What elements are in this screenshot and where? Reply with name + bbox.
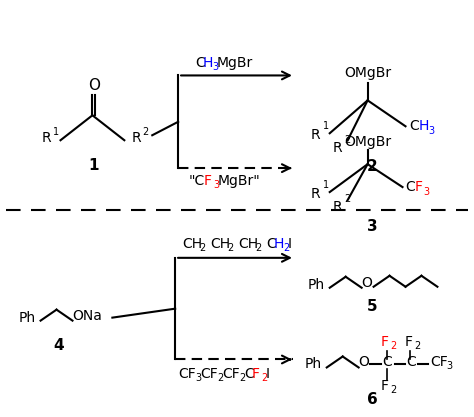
Text: 1: 1 [88, 158, 99, 173]
Text: CF: CF [430, 355, 448, 369]
Text: 2: 2 [345, 135, 351, 145]
Text: 1: 1 [323, 180, 329, 190]
Text: MgBr": MgBr" [218, 174, 261, 188]
Text: C: C [405, 180, 415, 194]
Text: CH: CH [182, 237, 202, 251]
Text: R: R [311, 128, 320, 142]
Text: 1: 1 [53, 127, 59, 137]
Text: C: C [410, 119, 419, 133]
Text: 2: 2 [227, 243, 233, 253]
Text: 6: 6 [367, 392, 378, 407]
Text: F: F [381, 379, 389, 393]
Text: CF: CF [200, 367, 218, 382]
Text: C: C [266, 237, 276, 251]
Text: Ph: Ph [305, 357, 322, 372]
Text: R: R [131, 131, 141, 145]
Text: H: H [203, 56, 213, 70]
Text: 3: 3 [212, 63, 218, 73]
Text: 3: 3 [367, 219, 378, 234]
Text: MgBr: MgBr [217, 56, 253, 70]
Text: 3: 3 [423, 187, 429, 197]
Text: 5: 5 [367, 299, 378, 314]
Text: 2: 2 [255, 243, 261, 253]
Text: I: I [266, 367, 270, 382]
Text: R: R [311, 187, 320, 201]
Text: O: O [88, 78, 100, 93]
Text: 2: 2 [345, 194, 351, 204]
Text: 2: 2 [414, 341, 421, 351]
Text: Ph: Ph [18, 311, 36, 325]
Text: 2: 2 [261, 374, 267, 384]
Text: F: F [204, 174, 212, 188]
Text: F: F [404, 334, 412, 349]
Text: CF: CF [222, 367, 240, 382]
Text: CF: CF [178, 367, 196, 382]
Text: 2: 2 [391, 385, 397, 395]
Text: 2: 2 [367, 158, 378, 173]
Text: CH: CH [238, 237, 258, 251]
Text: R: R [333, 200, 343, 214]
Text: C: C [195, 56, 205, 70]
Text: H: H [419, 119, 429, 133]
Text: ONa: ONa [73, 309, 102, 323]
Text: C: C [244, 367, 254, 382]
Text: F: F [381, 334, 389, 349]
Text: CH: CH [210, 237, 230, 251]
Text: 2: 2 [391, 341, 397, 351]
Text: 2: 2 [142, 127, 148, 137]
Text: O: O [362, 276, 373, 290]
Text: C: C [383, 355, 392, 369]
Text: R: R [42, 131, 51, 145]
Text: OMgBr: OMgBr [344, 66, 391, 80]
Text: C: C [407, 355, 416, 369]
Text: F: F [414, 180, 422, 194]
Text: 3: 3 [195, 374, 201, 384]
Text: 2: 2 [239, 374, 245, 384]
Text: R: R [333, 141, 343, 155]
Text: 2: 2 [283, 243, 289, 253]
Text: H: H [274, 237, 284, 251]
Text: 3: 3 [213, 180, 219, 190]
Text: OMgBr: OMgBr [344, 135, 391, 149]
Text: 2: 2 [217, 374, 223, 384]
Text: 3: 3 [428, 126, 435, 136]
Text: 4: 4 [53, 338, 64, 353]
Text: Ph: Ph [308, 278, 325, 292]
Text: O: O [359, 355, 370, 369]
Text: I: I [288, 237, 292, 251]
Text: "C: "C [188, 174, 204, 188]
Text: F: F [252, 367, 260, 382]
Text: 1: 1 [323, 121, 329, 131]
Text: 3: 3 [447, 362, 453, 372]
Text: 2: 2 [199, 243, 205, 253]
